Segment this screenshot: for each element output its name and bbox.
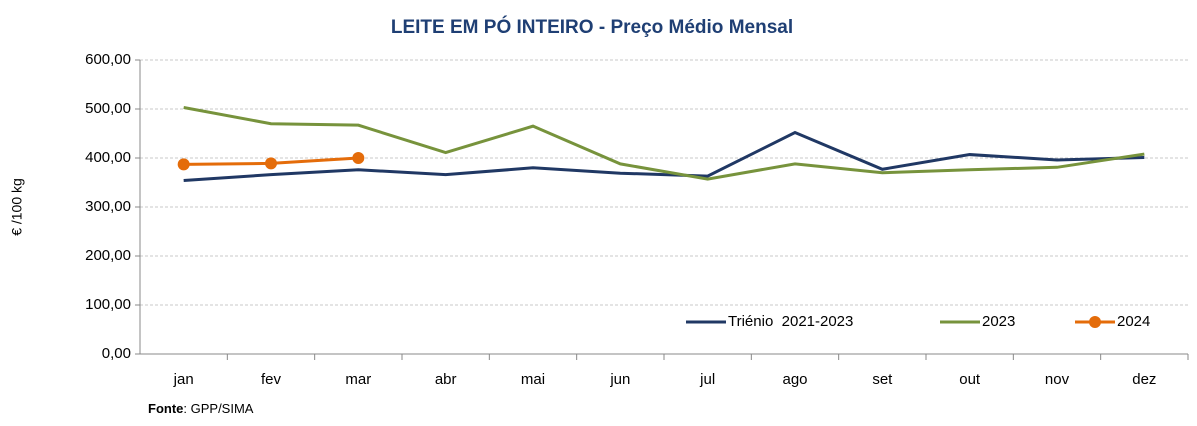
x-tick-label: fev [261, 371, 282, 388]
legend-label: Triénio 2021-2023 [728, 313, 853, 330]
legend-marker [1089, 316, 1101, 328]
series-marker [177, 158, 190, 171]
y-axis-label: € /100 kg [9, 178, 25, 236]
series-marker [352, 152, 365, 164]
source: Fonte: GPP/SIMA [148, 401, 254, 416]
x-tick-label: jun [609, 371, 630, 388]
x-tick-label: jan [173, 371, 194, 388]
x-tick-label: ago [782, 371, 807, 388]
x-tick-label: set [872, 371, 893, 388]
source-label: Fonte [148, 401, 183, 416]
x-tick-label: mar [345, 371, 371, 388]
x-tick-label: mai [521, 371, 545, 388]
legend-label: 2023 [982, 313, 1015, 330]
x-tick-label: nov [1045, 371, 1070, 388]
x-tick-label: jul [699, 371, 715, 388]
y-tick-label: 500,00 [85, 100, 131, 117]
y-tick-label: 200,00 [85, 247, 131, 264]
chart-title: LEITE EM PÓ INTEIRO - Preço Médio Mensal [391, 16, 793, 38]
y-tick-label: 300,00 [85, 198, 131, 215]
y-tick-label: 100,00 [85, 296, 131, 313]
x-tick-label: dez [1132, 371, 1156, 388]
source-text: : GPP/SIMA [183, 401, 253, 416]
series-line [183, 106, 1145, 181]
x-tick-label: out [959, 371, 981, 388]
series-marker [265, 157, 277, 170]
y-tick-label: 0,00 [102, 345, 131, 362]
y-tick-label: 600,00 [85, 51, 131, 68]
legend-label: 2024 [1117, 313, 1150, 330]
y-tick-label: 400,00 [85, 149, 131, 166]
series-line [183, 130, 1145, 183]
x-tick-label: abr [435, 371, 457, 388]
